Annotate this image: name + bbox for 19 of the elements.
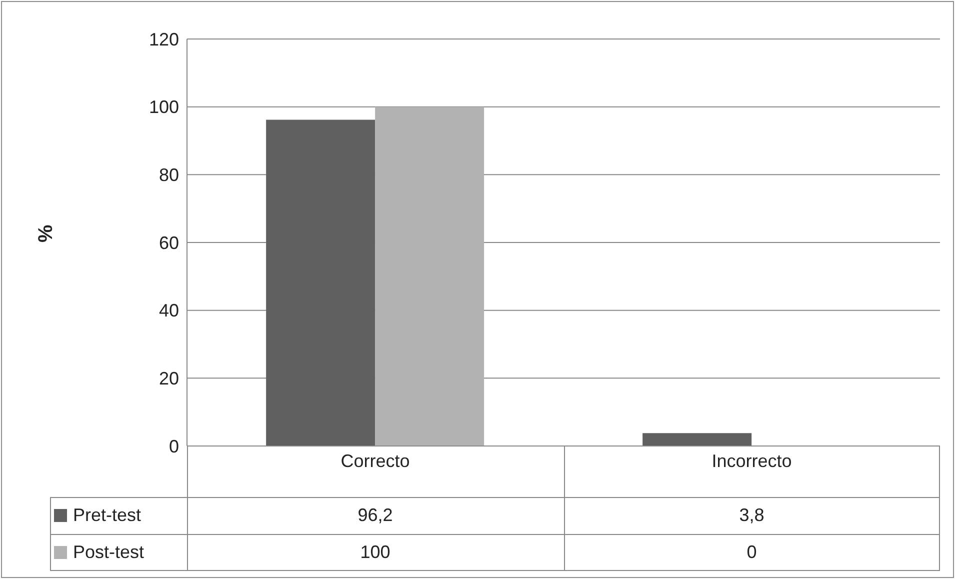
x-tick-label: Incorrecto [712,450,792,471]
legend-label: Post-test [73,542,144,563]
y-tick-label: 120 [148,29,179,50]
data-label: 3,8 [738,504,766,527]
bar [642,433,752,446]
y-tick-label: 20 [158,368,179,389]
y-tick-label: 0 [168,436,179,456]
data-label: 0 [746,541,758,564]
legend-label: Pret-test [73,505,142,526]
y-tick-label: 60 [158,232,179,253]
y-tick-label: 40 [158,300,179,321]
data-label: 96,2 [356,504,394,527]
bar [266,120,376,446]
bar [375,106,484,446]
y-tick-label: 100 [148,97,179,118]
y-axis-title: % [35,224,58,242]
x-tick-label: Correcto [340,450,410,471]
data-label: 100 [359,541,392,564]
y-tick-label: 80 [158,165,179,186]
